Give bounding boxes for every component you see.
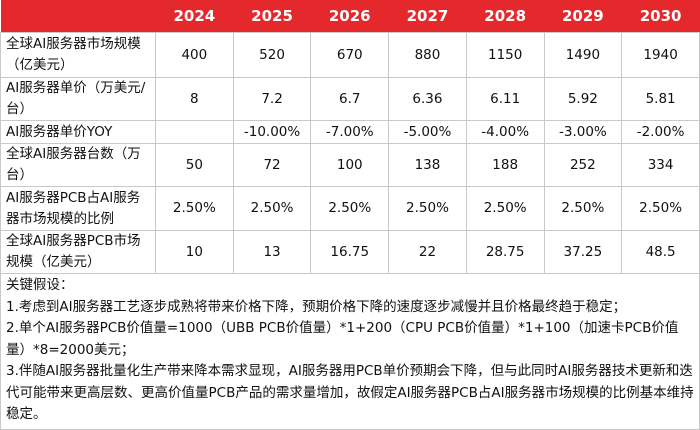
table-row: 全球AI服务器PCB市场规模（亿美元） 10 13 16.75 22 28.75 37.25… — [0, 230, 700, 274]
cell: 1150 — [465, 32, 545, 78]
row-label: 全球AI服务器市场规模（亿美元） — [0, 32, 156, 78]
header-row: 2024 2025 2026 2027 2028 2029 2030 — [0, 0, 700, 33]
cell: -4.00% — [465, 120, 545, 144]
cell: 8 — [155, 77, 234, 121]
cell: -10.00% — [232, 120, 312, 144]
corner-cell — [0, 0, 156, 33]
cell: 188 — [465, 143, 545, 187]
cell: 6.11 — [465, 77, 545, 121]
row-label: AI服务器单价（万美元/台） — [0, 77, 156, 121]
note-item: 1.考虑到AI服务器工艺逐步成熟将带来价格下降，预期价格下降的速度逐步减慢并且价… — [6, 298, 627, 315]
cell: 252 — [543, 143, 623, 187]
cell: 2.50% — [232, 186, 312, 231]
cell: 22 — [388, 230, 467, 274]
cell: 2.50% — [465, 186, 545, 231]
cell: 28.75 — [465, 230, 545, 274]
cell: 50 — [155, 143, 234, 187]
cell: 2.50% — [388, 186, 467, 231]
note-item: 3.伴随AI服务器批量化生产带来降本需求显现，AI服务器用PCB单价预期会下降，… — [6, 363, 694, 422]
cell: 37.25 — [543, 230, 623, 274]
column-header: 2025 — [233, 0, 311, 33]
cell — [155, 120, 234, 144]
cell: 138 — [388, 143, 467, 187]
notes-title: 关键假设： — [6, 277, 74, 293]
row-label: 全球AI服务器PCB市场规模（亿美元） — [0, 230, 156, 274]
table-row: AI服务器PCB占AI服务器市场规模的比例 2.50% 2.50% 2.50% 2.50… — [0, 186, 700, 231]
cell: 2.50% — [155, 186, 234, 231]
cell: -2.00% — [621, 120, 700, 144]
cell: 5.92 — [543, 77, 623, 121]
table-row: 全球AI服务器台数（万台） 50 72 100 138 188 252 334 — [0, 143, 700, 187]
cell: 1940 — [621, 32, 700, 78]
cell: 7.2 — [232, 77, 312, 121]
table-row: AI服务器单价（万美元/台） 8 7.2 6.7 6.36 6.11 5.92 5.81 — [0, 77, 700, 121]
cell: 400 — [155, 32, 234, 78]
cell: -3.00% — [543, 120, 623, 144]
note-item: 2.单个AI服务器PCB价值量=1000（UBB PCB价值量）*1+200（C… — [6, 320, 679, 358]
cell: 48.5 — [621, 230, 700, 274]
cell: 6.36 — [388, 77, 467, 121]
table-row: 全球AI服务器市场规模（亿美元） 400 520 670 880 1150 1490 1940 — [0, 32, 700, 78]
notes: 关键假设： 1.考虑到AI服务器工艺逐步成熟将带来价格下降，预期价格下降的速度逐步… — [0, 274, 700, 430]
column-header: 2028 — [466, 0, 545, 33]
cell: 5.81 — [621, 77, 700, 121]
row-label: 全球AI服务器台数（万台） — [0, 143, 156, 187]
cell: 2.50% — [621, 186, 700, 231]
column-header: 2029 — [544, 0, 622, 33]
column-header: 2026 — [310, 0, 389, 33]
table-body: 全球AI服务器市场规模（亿美元） 400 520 670 880 1150 1490 1940… — [0, 32, 700, 274]
cell: -5.00% — [388, 120, 467, 144]
cell: 520 — [232, 32, 312, 78]
row-label: AI服务器单价YOY — [0, 120, 156, 144]
cell: -7.00% — [310, 120, 390, 144]
cell: 13 — [232, 230, 312, 274]
cell: 880 — [388, 32, 467, 78]
column-header: 2027 — [388, 0, 467, 33]
row-label: AI服务器PCB占AI服务器市场规模的比例 — [0, 186, 156, 231]
data-table: 2024 2025 2026 2027 2028 2029 2030 全球AI服务器市场规模… — [0, 0, 700, 274]
cell: 2.50% — [310, 186, 390, 231]
table-row: AI服务器单价YOY -10.00% -7.00% -5.00% -4.00% -3.00… — [0, 120, 700, 144]
cell: 10 — [155, 230, 234, 274]
cell: 1490 — [543, 32, 623, 78]
cell: 334 — [621, 143, 700, 187]
column-header: 2024 — [155, 0, 234, 33]
cell: 2.50% — [543, 186, 623, 231]
cell: 6.7 — [310, 77, 390, 121]
column-header: 2030 — [621, 0, 700, 33]
cell: 670 — [310, 32, 390, 78]
cell: 72 — [232, 143, 312, 187]
cell: 100 — [310, 143, 390, 187]
cell: 16.75 — [310, 230, 390, 274]
